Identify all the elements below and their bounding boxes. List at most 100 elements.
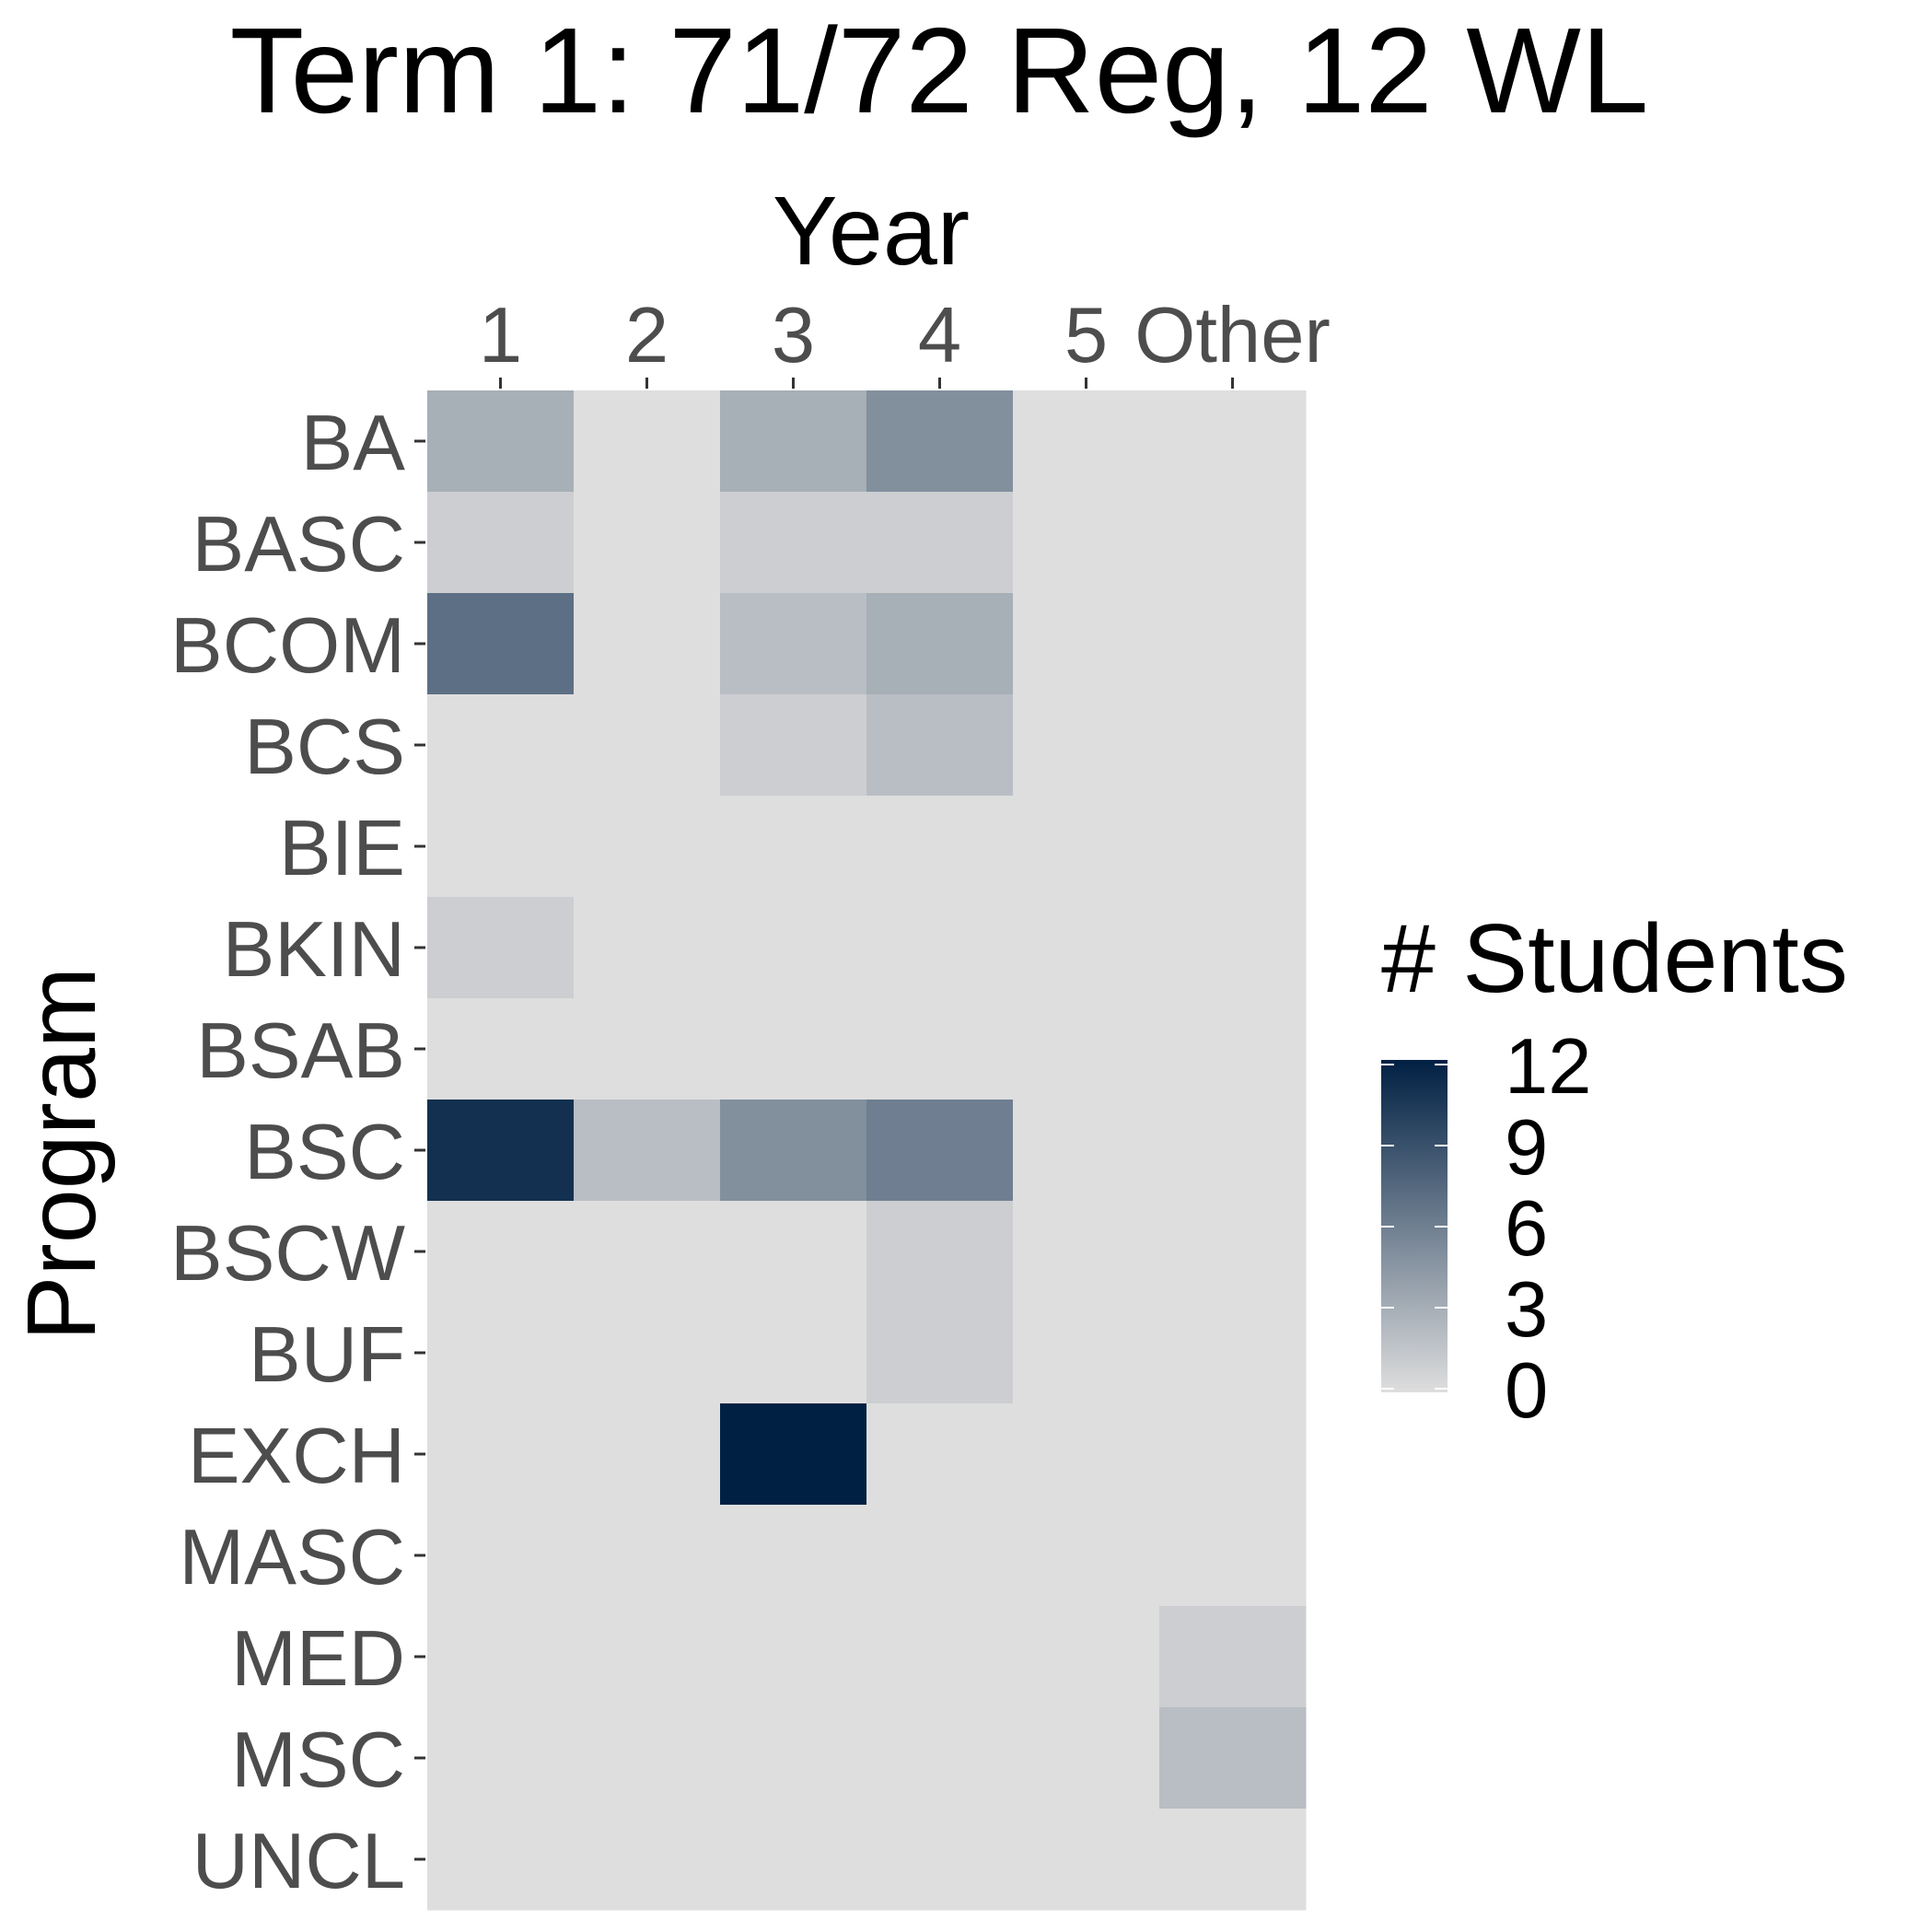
- y-tick-label: BASC: [192, 501, 405, 588]
- heatmap-cell: [1013, 998, 1160, 1100]
- x-axis-title: Year: [773, 177, 970, 285]
- heatmap-cell: [866, 390, 1014, 493]
- heatmap-cell: [1013, 593, 1160, 695]
- y-tick-label: BSAB: [196, 1007, 405, 1095]
- heatmap-cell: [720, 1100, 867, 1202]
- heatmap-cell: [1159, 1403, 1307, 1506]
- heatmap-cell: [1159, 1707, 1307, 1810]
- heatmap-cell: [1013, 1302, 1160, 1404]
- legend-title: # Students: [1381, 904, 1848, 1013]
- heatmap-cell: [1013, 492, 1160, 594]
- heatmap-cell: [1159, 694, 1307, 797]
- y-tick-label: BA: [301, 400, 406, 487]
- heatmap-cell: [427, 897, 575, 999]
- x-tick-label: Other: [1134, 292, 1331, 379]
- heatmap-cell: [1013, 897, 1160, 999]
- heatmap-cell: [1159, 1809, 1307, 1911]
- heatmap-cell: [427, 1707, 575, 1810]
- heatmap-cell: [1159, 1201, 1307, 1303]
- heatmap-cell: [1013, 390, 1160, 493]
- heatmap-cell: [1013, 694, 1160, 797]
- heatmap-cell: [427, 593, 575, 695]
- heatmap-cell: [574, 593, 721, 695]
- y-tick-label: BIE: [279, 805, 405, 892]
- y-tick-label: UNCL: [192, 1818, 405, 1905]
- heatmap-cell: [866, 1100, 1014, 1202]
- heatmap-cell: [866, 1302, 1014, 1404]
- heatmap-cell: [1013, 1809, 1160, 1911]
- heatmap-cell: [720, 593, 867, 695]
- heatmap-cell: [574, 1302, 721, 1404]
- heatmap-cell: [574, 1100, 721, 1202]
- heatmap-cell: [866, 492, 1014, 594]
- heatmap-cell: [720, 492, 867, 594]
- heatmap-cell: [574, 1403, 721, 1506]
- heatmap-cell: [1159, 1100, 1307, 1202]
- heatmap-cell: [574, 796, 721, 898]
- heatmap-cell: [720, 1505, 867, 1607]
- heatmap-cell: [574, 694, 721, 797]
- y-tick-label: BCOM: [170, 602, 405, 690]
- heatmap-cell: [866, 1707, 1014, 1810]
- heatmap-cell: [720, 1809, 867, 1911]
- y-axis-title: Program: [7, 967, 116, 1341]
- heatmap-cell: [1013, 796, 1160, 898]
- heatmap-cell: [574, 1809, 721, 1911]
- heatmap-cell: [427, 1201, 575, 1303]
- y-tick-label: EXCH: [188, 1413, 405, 1500]
- heatmap-cell: [1013, 1100, 1160, 1202]
- heatmap-cell: [427, 492, 575, 594]
- y-tick-label: BKIN: [223, 906, 405, 994]
- heatmap-cell: [1159, 1302, 1307, 1404]
- legend-tick-label: 6: [1505, 1185, 1548, 1273]
- heatmap-cell: [574, 492, 721, 594]
- heatmap-cell: [427, 390, 575, 493]
- y-tick-label: BSCW: [170, 1210, 405, 1298]
- heatmap-cell: [720, 796, 867, 898]
- x-tick-label: 5: [1064, 292, 1108, 379]
- heatmap-cell: [1159, 1505, 1307, 1607]
- x-tick-label: 3: [772, 292, 815, 379]
- heatmap-cell: [866, 593, 1014, 695]
- heatmap-cell: [720, 1403, 867, 1506]
- heatmap-cell: [1013, 1707, 1160, 1810]
- legend-tick-label: 3: [1505, 1266, 1548, 1354]
- legend-tick-label: 12: [1505, 1023, 1592, 1111]
- heatmap-cell: [427, 1606, 575, 1708]
- heatmap-cell: [720, 1302, 867, 1404]
- heatmap-cell: [720, 390, 867, 493]
- heatmap-cell: [1013, 1201, 1160, 1303]
- x-tick-label: 2: [625, 292, 669, 379]
- heatmap-cell: [866, 1606, 1014, 1708]
- heatmap-cell: [427, 1302, 575, 1404]
- y-tick-label: BSC: [244, 1109, 405, 1196]
- heatmap-cell: [427, 1809, 575, 1911]
- y-tick-label: MSC: [231, 1717, 405, 1804]
- heatmap-cell: [866, 1809, 1014, 1911]
- y-tick-label: BCS: [244, 704, 405, 791]
- heatmap-cell: [720, 897, 867, 999]
- heatmap-cell: [574, 897, 721, 999]
- heatmap-cell: [1159, 897, 1307, 999]
- heatmap-cell: [427, 1403, 575, 1506]
- heatmap-cell: [866, 998, 1014, 1100]
- y-tick-label: BUF: [249, 1311, 405, 1399]
- heatmap-cell: [1159, 390, 1307, 493]
- legend-tick-label: 0: [1505, 1347, 1548, 1435]
- heatmap-cell: [574, 1505, 721, 1607]
- heatmap-cell: [574, 1201, 721, 1303]
- heatmap-cell: [427, 1100, 575, 1202]
- x-tick-label: 4: [918, 292, 961, 379]
- heatmap-cell: [574, 998, 721, 1100]
- heatmap-cell: [1013, 1505, 1160, 1607]
- heatmap-cell: [1159, 1606, 1307, 1708]
- heatmap-cell: [574, 1606, 721, 1708]
- heatmap-cell: [1013, 1606, 1160, 1708]
- heatmap-cells: [427, 390, 1307, 1911]
- heatmap-cell: [866, 897, 1014, 999]
- heatmap-cell: [1159, 998, 1307, 1100]
- y-tick-label: MASC: [179, 1514, 405, 1601]
- heatmap-cell: [574, 390, 721, 493]
